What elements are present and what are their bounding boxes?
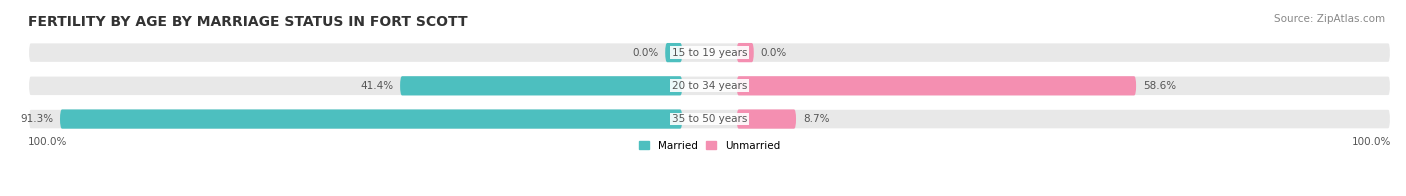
Text: 20 to 34 years: 20 to 34 years [672,81,747,91]
Text: 35 to 50 years: 35 to 50 years [672,114,747,124]
Text: 100.0%: 100.0% [28,137,67,147]
FancyBboxPatch shape [665,43,682,62]
FancyBboxPatch shape [28,75,1391,96]
Text: 58.6%: 58.6% [1143,81,1175,91]
Text: 100.0%: 100.0% [1351,137,1391,147]
Text: 15 to 19 years: 15 to 19 years [672,48,747,58]
FancyBboxPatch shape [28,42,1391,63]
FancyBboxPatch shape [60,109,682,129]
FancyBboxPatch shape [401,76,682,95]
Text: 91.3%: 91.3% [20,114,53,124]
Text: Source: ZipAtlas.com: Source: ZipAtlas.com [1274,14,1385,24]
FancyBboxPatch shape [28,109,1391,129]
Text: 0.0%: 0.0% [633,48,658,58]
FancyBboxPatch shape [737,109,796,129]
Text: 8.7%: 8.7% [803,114,830,124]
Text: 41.4%: 41.4% [360,81,394,91]
FancyBboxPatch shape [737,43,754,62]
Text: 0.0%: 0.0% [761,48,787,58]
FancyBboxPatch shape [737,76,1136,95]
Legend: Married, Unmarried: Married, Unmarried [636,136,785,155]
Text: FERTILITY BY AGE BY MARRIAGE STATUS IN FORT SCOTT: FERTILITY BY AGE BY MARRIAGE STATUS IN F… [28,15,468,29]
